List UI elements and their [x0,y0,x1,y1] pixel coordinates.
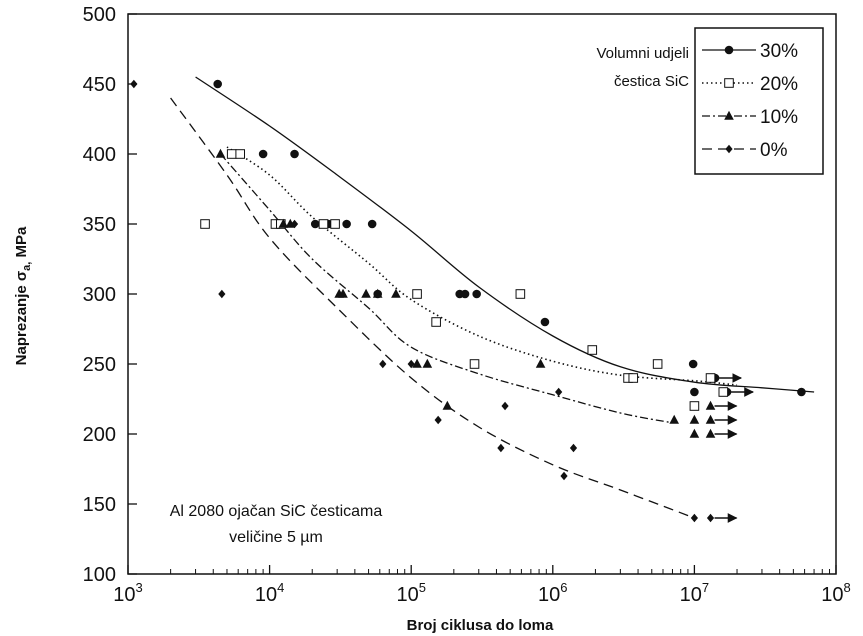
point-10pct [215,148,226,158]
annotation-line-1: Al 2080 ojačan SiC česticama [170,503,383,520]
point-20pct [200,219,210,229]
point-0pct [290,219,299,229]
point-20pct [689,401,700,411]
point-20pct [628,373,639,383]
point-30pct [310,219,320,229]
point-20pct [705,373,716,383]
y-tick-label: 350 [83,214,116,236]
y-tick-label: 500 [83,4,116,26]
y-tick-label: 100 [83,564,116,586]
data-points [130,79,806,523]
x-tick-label: 104 [255,580,284,606]
point-30pct [472,289,481,299]
point-0pct [560,471,568,481]
curve-20pct [226,146,738,386]
y-axis-title-main: Naprezanje σ [13,271,30,365]
point-30pct [367,219,377,229]
y-tick-label: 150 [83,494,116,516]
point-20pct [431,317,441,327]
y-tick-label: 400 [83,144,116,166]
point-20pct [652,359,663,369]
point-20pct [226,149,237,159]
legend-box [694,27,824,175]
point-0pct [434,415,442,425]
point-30pct [460,289,470,299]
point-30pct [290,149,299,159]
x-tick-label: 105 [396,580,425,606]
point-20pct [412,289,422,299]
y-axis-ticks: 100 150 200 250 300 350 400 450 500 [83,4,137,586]
point-10pct [372,288,383,298]
x-tick-label: 108 [821,580,850,606]
point-30pct [688,359,698,369]
y-tick-label: 300 [83,284,116,306]
legend-marker-0pct [725,144,733,154]
point-10pct [278,218,289,228]
point-10pct [338,288,348,298]
point-0pct [690,513,698,523]
y-tick-label: 200 [83,424,116,446]
point-10pct [422,358,433,368]
point-30pct [540,317,550,327]
runout-point-10pct [705,428,716,438]
point-10pct [391,288,401,298]
point-0pct [497,443,505,453]
point-20pct [330,219,340,229]
legend: 30% 20% 10% 0% [694,27,824,175]
x-tick-label: 107 [680,580,709,606]
point-10pct [361,288,371,298]
y-tick-label: 250 [83,354,116,376]
point-30pct [797,387,806,397]
point-10pct [669,414,679,424]
point-0pct [569,443,578,453]
legend-label-20pct: 20% [760,74,798,95]
curve-30pct [195,76,815,393]
point-10pct [689,428,700,438]
x-tick-label: 106 [538,580,567,606]
point-0pct [218,289,226,299]
runout-point-0pct [706,513,715,523]
legend-marker-30pct [724,45,734,55]
point-20pct [515,289,526,299]
point-30pct [258,149,268,159]
point-20pct [318,219,329,229]
legend-label-30pct: 30% [760,41,798,62]
point-0pct [407,359,415,369]
legend-title-line-2: čestica SiC [614,73,689,90]
point-10pct [442,400,453,410]
legend-title-line-1: Volumni udjeli [596,45,689,62]
point-10pct [689,414,700,424]
y-axis-title-unit: MPa [13,226,30,262]
y-axis-title-sub: a, [21,262,33,271]
curve-0pct [170,97,695,519]
annotation-line-2: veličine 5 µm [229,529,323,546]
legend-entries: 30% 20% 10% 0% [702,41,798,161]
runout-point-10pct [705,414,716,424]
point-20pct [235,149,246,159]
point-0pct [501,401,509,411]
point-20pct [718,387,729,397]
legend-label-0pct: 0% [760,140,788,161]
point-20pct [587,345,598,355]
point-30pct [342,219,351,229]
y-axis-title: Naprezanje σa, MPa [13,226,33,365]
curve-10pct [220,153,673,424]
point-10pct [535,358,546,368]
point-0pct [379,359,387,369]
legend-marker-20pct [724,78,734,88]
x-axis-title: Broj ciklusa do loma [407,617,554,634]
x-axis-ticks: 103 104 105 106 107 108 [113,565,851,606]
point-0pct [555,387,563,397]
legend-label-10pct: 10% [760,107,798,128]
y-tick-label: 450 [83,74,116,96]
runout-point-10pct [705,400,716,410]
legend-marker-10pct [724,110,734,120]
point-20pct [469,359,480,369]
point-30pct [213,79,222,89]
point-30pct [690,387,699,397]
x-tick-label: 103 [113,580,142,606]
point-10pct [412,358,422,368]
runout-arrows [705,373,755,523]
